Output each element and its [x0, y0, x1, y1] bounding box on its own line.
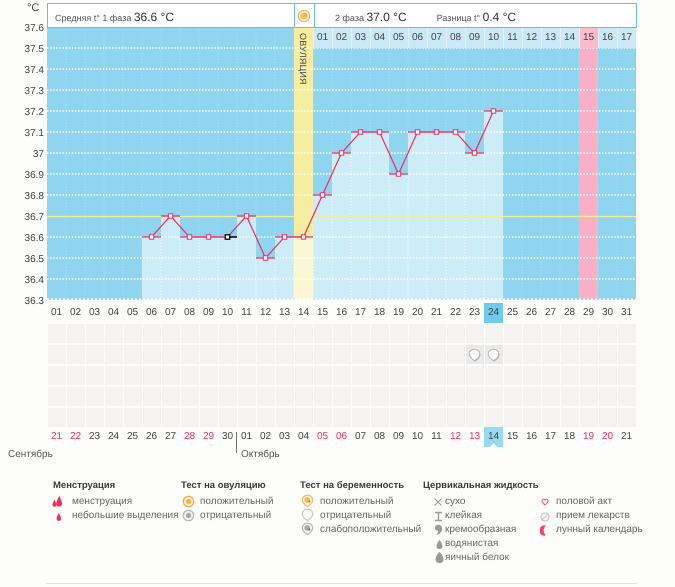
svg-text:ОВУЛЯЦИЯ: ОВУЛЯЦИЯ	[298, 33, 308, 85]
